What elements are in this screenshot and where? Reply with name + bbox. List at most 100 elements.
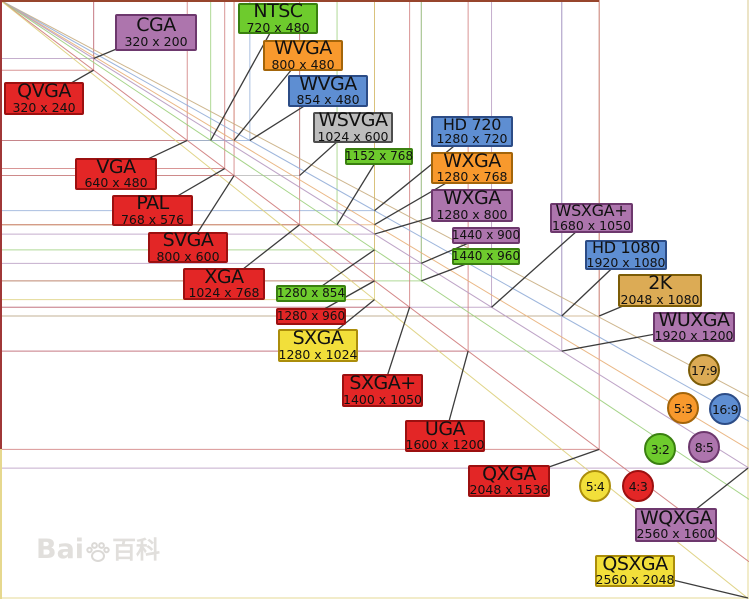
resolution-name: CGA [136,14,176,37]
aspect-circle-label: 16:9 [711,401,739,417]
resolution-dimensions: 800 x 480 [271,56,335,72]
resolution-dimensions: 2048 x 1080 [620,291,700,307]
resolution-name: WUXGA [658,308,730,331]
resolution-name: QVGA [17,80,71,103]
aspect-circle-16-9: 16:9 [709,393,741,425]
resolution-dimensions: 320 x 200 [124,33,188,49]
resolution-box-cga: CGA 320 x 200 [115,14,197,51]
resolution-dimensions: 1280 x 768 [436,169,508,185]
resolution-name: SVGA [162,229,214,252]
resolution-box-2k: 2K 2048 x 1080 [618,274,702,307]
resolution-box-wxga: WXGA 1280 x 800 [431,189,513,222]
resolution-dimensions: 1440 x 900 [451,228,521,243]
aspect-circle-5-4: 5:4 [579,470,611,502]
aspect-circle-label: 5:4 [585,478,605,494]
resolution-box-sxga-: SXGA+ 1400 x 1050 [342,374,423,407]
resolution-box-wuxga: WUXGA 1920 x 1200 [653,308,735,344]
resolution-dimensions: 1024 x 768 [188,285,260,301]
resolution-dimensions: 1024 x 600 [317,128,389,144]
resolution-dimensions: 2560 x 1600 [636,526,716,542]
resolution-dimensions: 1280 x 1024 [278,346,358,362]
resolution-name: WXGA [443,187,501,210]
resolution-name: SXGA+ [349,372,416,395]
paw-icon [86,542,110,562]
resolution-name: NTSC [253,0,303,23]
resolution-box-svga: SVGA 800 x 600 [148,229,228,264]
resolution-name: WQXGA [640,506,712,529]
resolution-dimensions: 1920 x 1080 [586,254,666,270]
resolution-box-1280x960: 1280 x 960 [276,308,346,325]
resolution-dimensions: 1440 x 960 [451,249,521,264]
resolution-dimensions: 1280 x 854 [276,286,346,301]
resolution-box-uga: UGA 1600 x 1200 [405,417,485,453]
resolution-box-xga: XGA 1024 x 768 [183,265,265,301]
resolution-name: XGA [204,265,244,288]
resolution-dimensions: 320 x 240 [12,99,76,115]
resolution-dimensions: 640 x 480 [84,175,148,191]
resolution-box-1440x900: 1440 x 900 [452,227,520,244]
connector-720x480 [210,18,279,141]
watermark-suffix-text: 百科 [112,535,161,564]
watermark-brand-text: Bai [36,534,85,565]
resolution-box-wvga: WVGA 854 x 480 [288,72,368,108]
resolution-name: UGA [424,417,466,440]
resolution-box-qvga: QVGA 320 x 240 [4,82,84,115]
resolution-dimensions: 800 x 600 [156,248,220,264]
diagonal-17:9 [0,0,749,397]
resolution-box-pal: PAL 768 x 576 [112,192,193,227]
aspect-circle-8-5: 8:5 [688,431,720,463]
resolution-name: QSXGA [602,552,668,575]
resolution-name: WXGA [443,149,501,172]
resolution-dimensions: 2560 x 2048 [595,572,675,588]
resolution-box-vga: VGA 640 x 480 [75,155,157,191]
resolution-box-hd-720: HD 720 1280 x 720 [431,116,513,147]
resolution-box-1152x768: 1152 x 768 [345,148,413,165]
resolution-dimensions: 1280 x 960 [276,309,346,324]
resolution-name: HD 1080 [591,238,661,258]
resolution-box-wxga: WXGA 1280 x 768 [431,149,513,185]
resolution-dimensions: 1280 x 800 [436,206,508,222]
resolution-box-sxga: SXGA 1280 x 1024 [278,329,358,362]
resolution-box-ntsc: NTSC 720 x 480 [238,0,318,35]
aspect-circle-17-9: 17:9 [688,354,720,386]
resolution-box-wsvga: WSVGA 1024 x 600 [313,111,393,144]
resolution-box-qsxga: QSXGA 2560 x 2048 [595,552,675,588]
resolution-dimensions: 1400 x 1050 [343,391,422,407]
resolution-box-wvga: WVGA 800 x 480 [263,37,343,72]
resolution-name: HD 720 [442,114,502,134]
aspect-circle-label: 8:5 [694,439,714,455]
resolution-box-wqxga: WQXGA 2560 x 1600 [635,508,717,542]
resolution-dimensions: 854 x 480 [296,92,360,108]
aspect-circle-label: 17:9 [690,362,718,378]
baidu-watermark: Bai 百科 [36,536,160,563]
resolution-box-qxga: QXGA 2048 x 1536 [468,462,550,498]
resolution-box-1280x854: 1280 x 854 [276,285,346,302]
aspect-circle-5-3: 5:3 [667,392,699,424]
resolution-dimensions: 1152 x 768 [344,149,414,164]
resolution-name: VGA [96,155,136,178]
resolution-dimensions: 1920 x 1200 [654,328,734,344]
resolution-name: PAL [136,192,169,215]
resolution-box-hd-1080: HD 1080 1920 x 1080 [585,240,667,270]
aspect-circle-label: 4:3 [628,478,648,494]
connector-1152x768 [336,156,380,226]
aspect-circle-3-2: 3:2 [644,433,676,465]
resolution-name: WSXGA+ [555,201,628,221]
resolution-name: WVGA [299,72,357,95]
aspect-circle-label: 5:3 [673,400,693,416]
resolution-name: QXGA [482,462,536,485]
resolution-box-1440x960: 1440 x 960 [452,248,520,265]
resolution-name: 2K [648,272,672,295]
resolution-dimensions: 2048 x 1536 [469,482,549,498]
aspect-circle-label: 3:2 [650,441,670,457]
resolution-dimensions: 1680 x 1050 [552,217,631,233]
resolution-dimensions: 720 x 480 [246,19,310,35]
resolution-dimensions: 1600 x 1200 [405,437,485,453]
resolution-dimensions: 768 x 576 [120,211,185,227]
resolution-name: SXGA [292,327,344,350]
resolution-dimensions: 1280 x 720 [436,131,508,147]
diagonal-3:2 [0,0,749,500]
chart-frame [0,0,599,599]
resolution-name: WVGA [274,37,332,60]
